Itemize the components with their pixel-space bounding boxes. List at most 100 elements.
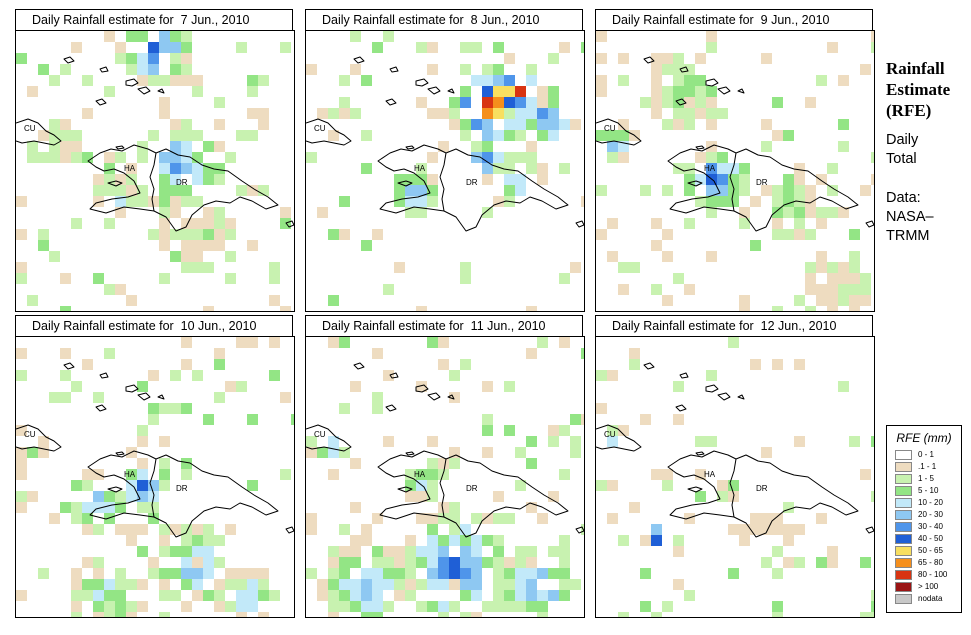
rain-cell (247, 590, 258, 601)
coastline (729, 458, 737, 518)
rain-cell (816, 262, 827, 273)
rain-cell (181, 163, 192, 174)
coastline (157, 88, 165, 94)
rain-cell (82, 579, 93, 590)
rain-cell (640, 535, 651, 546)
rain-cell (203, 535, 214, 546)
rain-cell (515, 480, 526, 491)
rain-cell (170, 64, 181, 75)
coastline (125, 384, 139, 393)
rain-cell (170, 119, 181, 130)
rain-cell (16, 53, 27, 64)
rain-cell (170, 229, 181, 240)
coastline (397, 486, 413, 493)
rain-cell (460, 546, 471, 557)
rain-cell (662, 469, 673, 480)
rain-cell (618, 130, 629, 141)
rain-cell (269, 262, 280, 273)
rain-cell (537, 108, 548, 119)
rain-cell (71, 612, 82, 617)
coastlines (16, 56, 294, 232)
coastline (717, 392, 731, 401)
coastline (149, 152, 157, 212)
rain-cell (159, 469, 170, 480)
rain-cell (181, 240, 192, 251)
rain-cell (339, 403, 350, 414)
rain-cell (328, 612, 339, 617)
rain-cell (827, 42, 838, 53)
rain-cell (247, 240, 258, 251)
rain-cell (526, 601, 537, 612)
rain-cell (827, 295, 838, 306)
rain-cell (640, 414, 651, 425)
rain-cell (71, 480, 82, 491)
rain-cell (71, 601, 82, 612)
rain-cell (739, 207, 750, 218)
rain-cell (93, 601, 104, 612)
legend-swatch (895, 546, 912, 556)
rain-cell (559, 337, 570, 348)
country-label-dominican_republic: DR (756, 484, 768, 493)
rain-cell (827, 306, 838, 311)
coastline (575, 526, 584, 534)
rain-cell (71, 502, 82, 513)
rain-cell (394, 174, 405, 185)
rain-cell (126, 163, 137, 174)
rain-cell (361, 524, 372, 535)
rain-cell (383, 370, 394, 381)
rain-cell (684, 590, 695, 601)
rain-cell (640, 185, 651, 196)
rain-cell (515, 557, 526, 568)
rain-cell (192, 557, 203, 568)
rain-cell (372, 557, 383, 568)
rain-cell (181, 196, 192, 207)
rain-cell (706, 207, 717, 218)
rain-cell (203, 141, 214, 152)
legend-swatch (895, 594, 912, 604)
rain-cell (394, 557, 405, 568)
rain-cell (816, 284, 827, 295)
rain-cell (761, 557, 772, 568)
rain-cell (181, 229, 192, 240)
rain-cell (339, 108, 350, 119)
map-canvas: CU HA DR (16, 31, 294, 311)
rain-cell (192, 229, 203, 240)
country-label-haiti: HA (124, 164, 136, 173)
rain-cell (471, 42, 482, 53)
rain-cell (805, 273, 816, 284)
rain-cell (306, 436, 317, 447)
rain-cell (772, 229, 783, 240)
rain-cell (247, 108, 258, 119)
rain-cell (526, 152, 537, 163)
coastline (675, 98, 687, 106)
rain-cell (115, 53, 126, 64)
rain-cell (236, 381, 247, 392)
rain-cell (214, 557, 225, 568)
legend-label: 80 - 100 (918, 570, 948, 579)
rain-cell (493, 86, 504, 97)
rain-cell (181, 53, 192, 64)
rain-cell (203, 557, 214, 568)
rain-cell (247, 568, 258, 579)
rain-cell (159, 218, 170, 229)
rain-cell (504, 130, 515, 141)
coastline (353, 56, 365, 64)
rain-cell (27, 86, 38, 97)
rain-cell (548, 97, 559, 108)
rain-cell (181, 403, 192, 414)
rain-cell (104, 86, 115, 97)
coastline (107, 180, 123, 187)
rain-cell (427, 557, 438, 568)
rain-cell (515, 568, 526, 579)
rain-cell (493, 513, 504, 524)
coastline (427, 392, 441, 401)
rain-cell (717, 196, 728, 207)
coastline (95, 404, 107, 412)
rain-cell (104, 31, 115, 42)
rain-cell (515, 86, 526, 97)
rain-cell (192, 152, 203, 163)
rain-cell (148, 53, 159, 64)
rain-cell (350, 31, 361, 42)
rain-cell (280, 207, 291, 218)
rain-cell (71, 152, 82, 163)
